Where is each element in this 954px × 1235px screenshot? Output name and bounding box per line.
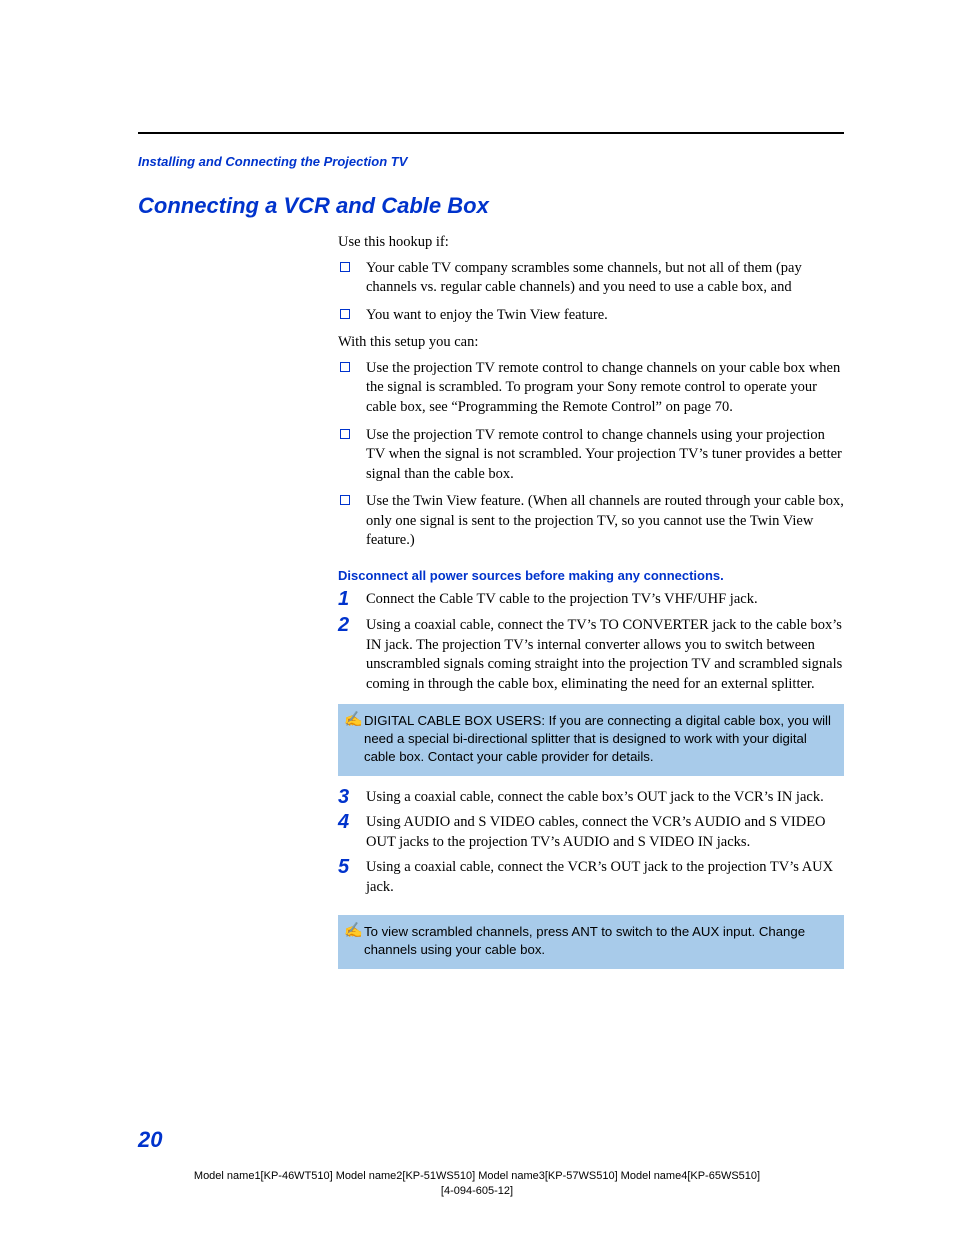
- square-bullet-icon: [340, 495, 350, 505]
- section-header: Installing and Connecting the Projection…: [138, 154, 844, 169]
- step-item: 2 Using a coaxial cable, connect the TV’…: [338, 616, 844, 694]
- list-item-text: Use the projection TV remote control to …: [366, 427, 842, 482]
- footer-line-2: [4-094-605-12]: [0, 1184, 954, 1199]
- list-item: Use the projection TV remote control to …: [338, 426, 844, 485]
- step-item: 3 Using a coaxial cable, connect the cab…: [338, 788, 844, 808]
- intro-bullet-list: Your cable TV company scrambles some cha…: [338, 259, 844, 326]
- page-number: 20: [138, 1127, 162, 1153]
- body-column: Use this hookup if: Your cable TV compan…: [338, 233, 844, 969]
- step-number: 5: [338, 854, 349, 881]
- warning-text: Disconnect all power sources before maki…: [338, 567, 844, 585]
- step-number: 1: [338, 586, 349, 613]
- note-box: ✍ DIGITAL CABLE BOX USERS: If you are co…: [338, 704, 844, 775]
- setup-bullet-list: Use the projection TV remote control to …: [338, 359, 844, 551]
- step-text: Using a coaxial cable, connect the VCR’s…: [366, 859, 833, 895]
- step-item: 5 Using a coaxial cable, connect the VCR…: [338, 858, 844, 897]
- top-rule: [138, 132, 844, 134]
- step-text: Using a coaxial cable, connect the TV’s …: [366, 617, 842, 692]
- intro-text-2: With this setup you can:: [338, 333, 844, 353]
- list-item: You want to enjoy the Twin View feature.: [338, 306, 844, 326]
- list-item-text: You want to enjoy the Twin View feature.: [366, 307, 608, 323]
- note-text: To view scrambled channels, press ANT to…: [364, 924, 805, 957]
- square-bullet-icon: [340, 362, 350, 372]
- step-number: 3: [338, 784, 349, 811]
- step-text: Using AUDIO and S VIDEO cables, connect …: [366, 814, 826, 850]
- square-bullet-icon: [340, 429, 350, 439]
- note-box: ✍ To view scrambled channels, press ANT …: [338, 915, 844, 969]
- list-item: Your cable TV company scrambles some cha…: [338, 259, 844, 298]
- list-item: Use the projection TV remote control to …: [338, 359, 844, 418]
- step-item: 4 Using AUDIO and S VIDEO cables, connec…: [338, 813, 844, 852]
- page-title: Connecting a VCR and Cable Box: [138, 193, 844, 219]
- step-text: Connect the Cable TV cable to the projec…: [366, 591, 758, 607]
- list-item: Use the Twin View feature. (When all cha…: [338, 492, 844, 551]
- pencil-note-icon: ✍: [344, 921, 363, 941]
- step-text: Using a coaxial cable, connect the cable…: [366, 789, 824, 805]
- manual-page: Installing and Connecting the Projection…: [0, 0, 954, 1235]
- square-bullet-icon: [340, 262, 350, 272]
- intro-text-1: Use this hookup if:: [338, 233, 844, 253]
- list-item-text: Use the Twin View feature. (When all cha…: [366, 493, 844, 548]
- step-number: 4: [338, 809, 349, 836]
- steps-list-b: 3 Using a coaxial cable, connect the cab…: [338, 788, 844, 898]
- pencil-note-icon: ✍: [344, 710, 363, 730]
- list-item-text: Your cable TV company scrambles some cha…: [366, 260, 802, 296]
- step-item: 1 Connect the Cable TV cable to the proj…: [338, 590, 844, 610]
- steps-list-a: 1 Connect the Cable TV cable to the proj…: [338, 590, 844, 694]
- step-number: 2: [338, 612, 349, 639]
- footer: Model name1[KP-46WT510] Model name2[KP-5…: [0, 1169, 954, 1199]
- square-bullet-icon: [340, 309, 350, 319]
- footer-line-1: Model name1[KP-46WT510] Model name2[KP-5…: [0, 1169, 954, 1184]
- list-item-text: Use the projection TV remote control to …: [366, 360, 840, 415]
- note-text: DIGITAL CABLE BOX USERS: If you are conn…: [364, 713, 831, 764]
